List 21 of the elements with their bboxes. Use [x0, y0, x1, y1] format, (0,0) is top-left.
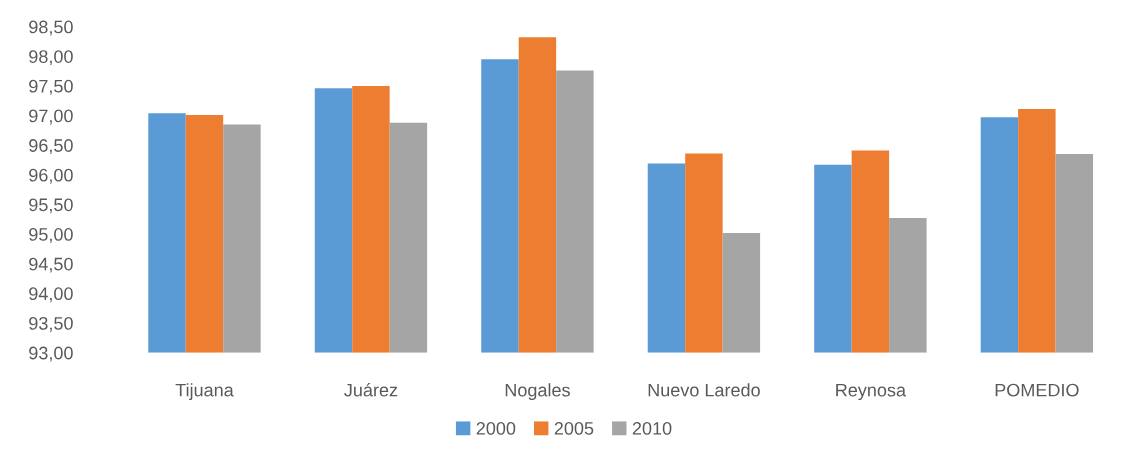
y-tick-label: 93,50	[29, 316, 73, 332]
y-tick-label: 96,50	[29, 139, 73, 155]
x-tick-label: Tijuana	[175, 383, 234, 401]
x-tick-label: Nuevo Laredo	[648, 383, 760, 397]
y-tick-label: 94,50	[29, 257, 73, 273]
legend-label: 2000	[476, 422, 516, 435]
y-tick-label: 95,00	[29, 228, 73, 243]
y-tick-label: 93,00	[29, 346, 73, 362]
y-tick-label: 98,50	[29, 20, 73, 36]
y-tick-label: 95,50	[29, 198, 73, 214]
legend-label: 2005	[554, 422, 594, 435]
y-tick-label: 97,00	[29, 109, 73, 125]
x-tick-label: POMEDIO	[995, 383, 1079, 397]
y-tick-label: 98,00	[29, 50, 73, 66]
y-tick-label: 96,00	[29, 168, 73, 184]
y-tick-label: 94,00	[29, 287, 73, 303]
legend-label: 2010	[632, 422, 672, 435]
x-tick-label: Reynosa	[836, 383, 907, 401]
x-tick-label: Nogales	[505, 383, 570, 401]
y-tick-label: 97,50	[29, 79, 73, 95]
x-tick-label: Juárez	[344, 383, 398, 397]
